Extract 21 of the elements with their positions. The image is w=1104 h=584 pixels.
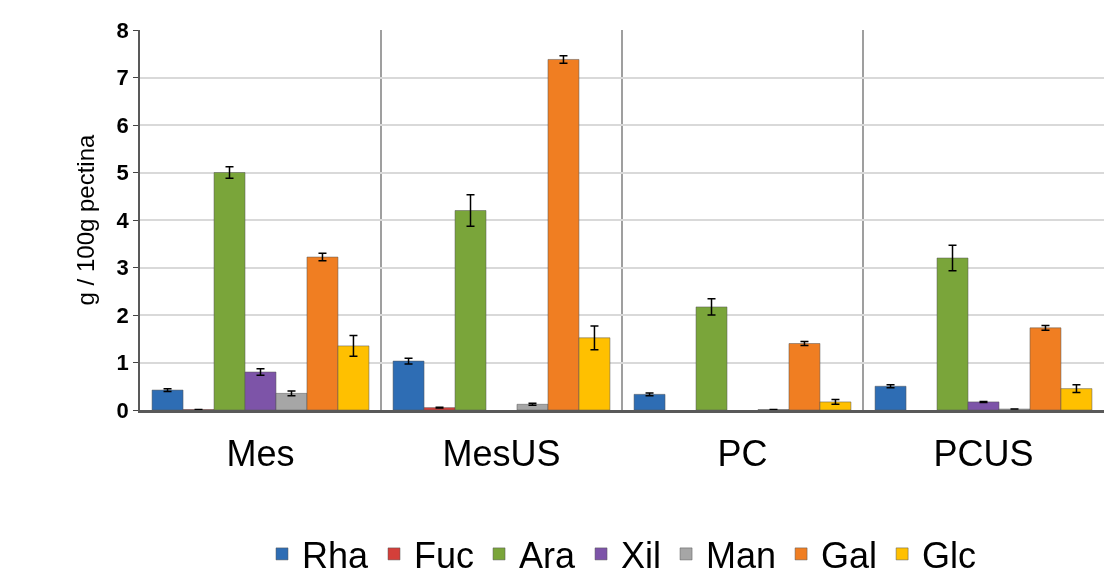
y-tick-label: 8 <box>116 17 129 43</box>
x-tick-label: PCUS <box>933 433 1034 475</box>
x-tick-label: MesUS <box>442 433 561 475</box>
legend-label: Glc <box>922 534 977 576</box>
y-tick-label: 4 <box>116 207 130 233</box>
legend-label: Fuc <box>414 534 475 576</box>
y-tick-label: 5 <box>116 160 129 186</box>
y-tick-label: 7 <box>116 65 129 91</box>
y-tick-label: 0 <box>116 397 129 423</box>
y-tick-label: 2 <box>116 302 129 328</box>
y-tick-label: 3 <box>116 255 129 281</box>
y-axis-title: g / 100g pectina <box>72 133 100 306</box>
x-tick-label: PC <box>717 433 768 475</box>
legend-label: Ara <box>519 534 577 576</box>
y-tick-label: 1 <box>116 350 129 376</box>
legend-label: Gal <box>821 534 878 576</box>
x-tick-label: Mes <box>226 433 295 475</box>
y-tick-label: 6 <box>116 112 129 138</box>
legend-label: Xil <box>621 534 662 576</box>
legend-label: Man <box>706 534 777 576</box>
legend-label: Rha <box>302 534 370 576</box>
